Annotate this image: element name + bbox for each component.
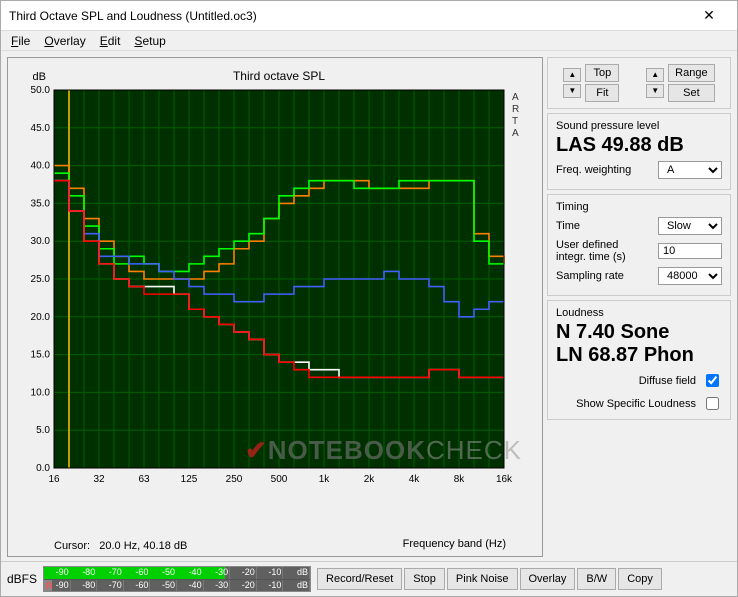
- svg-text:10.0: 10.0: [31, 387, 51, 398]
- view-buttons: ▲ ▼ Top Fit ▲ ▼ Range Set: [547, 57, 731, 109]
- set-button[interactable]: Set: [668, 84, 714, 102]
- show-spec-checkbox[interactable]: [706, 397, 719, 410]
- svg-text:0.0: 0.0: [36, 463, 50, 474]
- top-down-icon[interactable]: ▼: [563, 84, 581, 98]
- chart-area: Third octave SPLdBARTA0.05.010.015.020.0…: [14, 66, 536, 538]
- loudness-panel: Loudness N 7.40 Sone LN 68.87 Phon Diffu…: [547, 300, 731, 420]
- bw-button[interactable]: B/W: [577, 568, 616, 590]
- level-meter: L -90-80-70-60-50-40-30-20-10dB R -90-80…: [43, 566, 311, 592]
- timing-panel: Timing Time Slow User defined integr. ti…: [547, 194, 731, 296]
- svg-text:16k: 16k: [496, 474, 513, 485]
- chart-panel: Third octave SPLdBARTA0.05.010.015.020.0…: [7, 57, 543, 557]
- svg-text:A: A: [512, 128, 519, 139]
- spl-readout: LAS 49.88 dB: [556, 134, 722, 157]
- svg-text:1k: 1k: [319, 474, 331, 485]
- svg-text:A: A: [512, 92, 519, 103]
- freq-weight-select[interactable]: A: [658, 161, 722, 179]
- svg-text:T: T: [512, 116, 518, 127]
- svg-text:40.0: 40.0: [31, 161, 51, 172]
- time-select[interactable]: Slow: [658, 217, 722, 235]
- stop-button[interactable]: Stop: [404, 568, 445, 590]
- dbfs-label: dBFS: [7, 572, 37, 586]
- svg-text:20.0: 20.0: [31, 312, 51, 323]
- meter-right-label: R: [46, 581, 53, 591]
- top-up-icon[interactable]: ▲: [563, 68, 581, 82]
- svg-text:35.0: 35.0: [31, 198, 51, 209]
- time-label: Time: [556, 220, 580, 232]
- content-area: Third octave SPLdBARTA0.05.010.015.020.0…: [1, 51, 737, 561]
- svg-text:63: 63: [138, 474, 150, 485]
- svg-text:4k: 4k: [409, 474, 421, 485]
- side-panel: ▲ ▼ Top Fit ▲ ▼ Range Set: [547, 57, 731, 557]
- svg-text:500: 500: [271, 474, 288, 485]
- top-button[interactable]: Top: [585, 64, 619, 82]
- meter-left-label: L: [46, 568, 52, 578]
- svg-text:250: 250: [226, 474, 243, 485]
- sampling-label: Sampling rate: [556, 270, 624, 282]
- spl-chart: Third octave SPLdBARTA0.05.010.015.020.0…: [14, 66, 524, 496]
- range-down-icon[interactable]: ▼: [646, 84, 664, 98]
- svg-text:45.0: 45.0: [31, 123, 51, 134]
- spl-title: Sound pressure level: [556, 120, 722, 132]
- loudness-title: Loudness: [556, 307, 722, 319]
- range-up-icon[interactable]: ▲: [646, 68, 664, 82]
- window-title: Third Octave SPL and Loudness (Untitled.…: [9, 9, 689, 23]
- show-spec-label: Show Specific Loudness: [576, 398, 696, 410]
- bottom-buttons: Record/Reset Stop Pink Noise Overlay B/W…: [317, 568, 662, 590]
- sampling-select[interactable]: 48000: [658, 267, 722, 285]
- close-icon[interactable]: ✕: [689, 7, 729, 24]
- menu-file[interactable]: File: [5, 33, 36, 49]
- diffuse-checkbox[interactable]: [706, 374, 719, 387]
- freq-weight-label: Freq. weighting: [556, 164, 631, 176]
- svg-text:R: R: [512, 104, 519, 115]
- svg-text:30.0: 30.0: [31, 236, 51, 247]
- overlay-button[interactable]: Overlay: [520, 568, 576, 590]
- menubar: File Overlay Edit Setup: [1, 31, 737, 51]
- svg-text:Third octave SPL: Third octave SPL: [233, 69, 325, 83]
- svg-text:2k: 2k: [364, 474, 376, 485]
- svg-text:125: 125: [181, 474, 198, 485]
- x-axis-label: Frequency band (Hz): [207, 538, 536, 552]
- svg-text:dB: dB: [33, 71, 46, 83]
- menu-edit[interactable]: Edit: [94, 33, 127, 49]
- svg-text:25.0: 25.0: [31, 274, 51, 285]
- cursor-readout: Cursor: 20.0 Hz, 40.18 dB: [14, 540, 187, 552]
- bottom-bar: dBFS L -90-80-70-60-50-40-30-20-10dB R -…: [1, 561, 737, 596]
- diffuse-label: Diffuse field: [639, 375, 696, 387]
- spl-panel: Sound pressure level LAS 49.88 dB Freq. …: [547, 113, 731, 190]
- svg-text:8k: 8k: [454, 474, 466, 485]
- svg-text:50.0: 50.0: [31, 85, 51, 96]
- fit-button[interactable]: Fit: [585, 84, 619, 102]
- titlebar: Third Octave SPL and Loudness (Untitled.…: [1, 1, 737, 31]
- timing-title: Timing: [556, 201, 722, 213]
- pink-noise-button[interactable]: Pink Noise: [447, 568, 518, 590]
- menu-overlay[interactable]: Overlay: [38, 33, 91, 49]
- svg-text:32: 32: [93, 474, 105, 485]
- svg-text:16: 16: [48, 474, 60, 485]
- copy-button[interactable]: Copy: [618, 568, 662, 590]
- range-button[interactable]: Range: [668, 64, 714, 82]
- app-window: Third Octave SPL and Loudness (Untitled.…: [0, 0, 738, 597]
- menu-setup[interactable]: Setup: [128, 33, 171, 49]
- sone-readout: N 7.40 Sone: [556, 321, 722, 344]
- svg-text:5.0: 5.0: [36, 425, 50, 436]
- phon-readout: LN 68.87 Phon: [556, 344, 722, 367]
- integ-input[interactable]: [658, 243, 722, 259]
- record-button[interactable]: Record/Reset: [317, 568, 402, 590]
- svg-text:15.0: 15.0: [31, 350, 51, 361]
- integ-label: User defined integr. time (s): [556, 239, 646, 263]
